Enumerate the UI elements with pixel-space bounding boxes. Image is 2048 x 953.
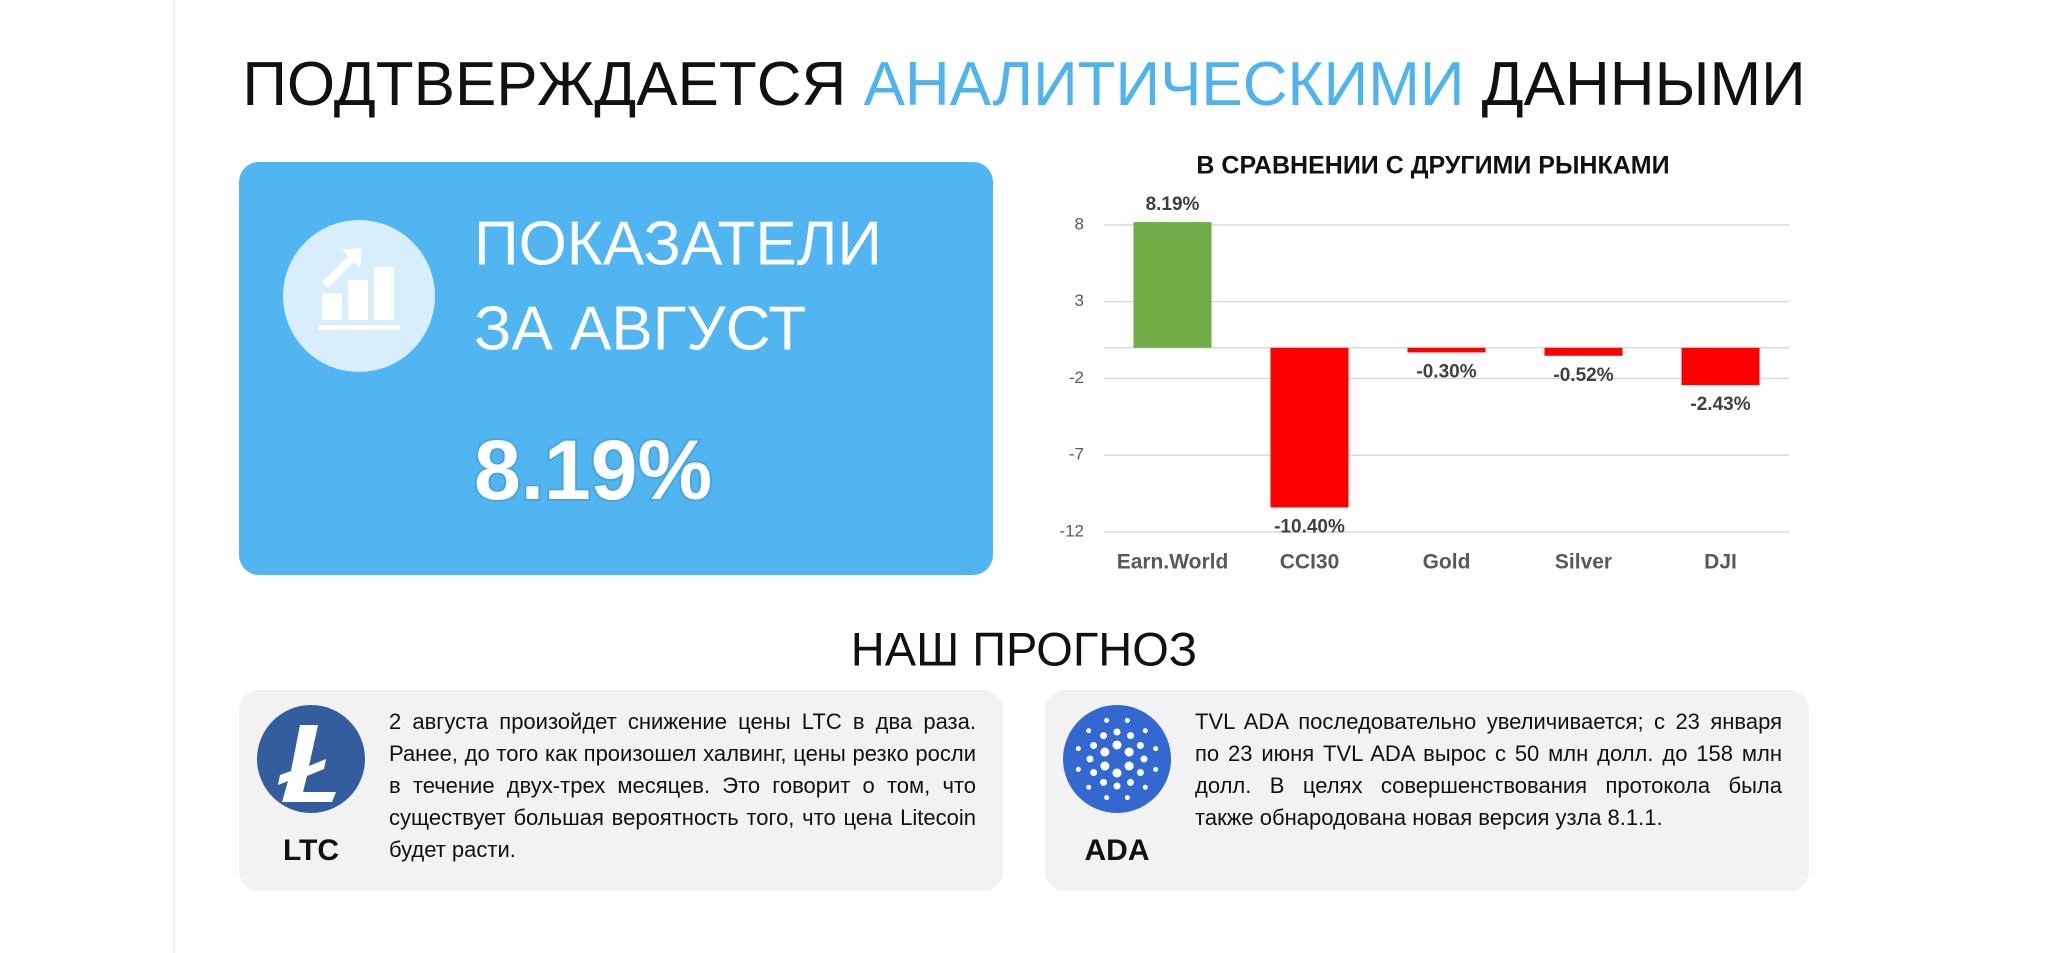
bar xyxy=(1407,347,1486,353)
ada-dot xyxy=(1100,761,1110,771)
y-tick-label: -12 xyxy=(1059,521,1084,540)
highlight-line: ЗА АВГУСТ xyxy=(474,294,806,363)
ada-logo xyxy=(1063,705,1171,813)
data-label: 8.19% xyxy=(1146,194,1200,215)
ticker: ADA xyxy=(1085,834,1150,867)
ada-dot xyxy=(1112,768,1122,778)
ada-dot xyxy=(1136,769,1144,776)
x-tick-label: CCI30 xyxy=(1280,551,1340,574)
y-tick-label: -2 xyxy=(1069,368,1084,387)
title-part: ПОДТВЕРЖДАЕТСЯ xyxy=(242,50,846,119)
x-tick-label: DJI xyxy=(1704,551,1737,574)
ada-dot xyxy=(1112,740,1122,750)
highlight-value: 8.19% xyxy=(474,423,712,517)
ticker: LTC xyxy=(283,834,339,867)
forecast-text: 2 августа произойдет снижение цены LTC в… xyxy=(389,709,976,862)
ada-dot xyxy=(1100,778,1107,786)
ada-dot xyxy=(1124,747,1134,757)
title-part: ДАННЫМИ xyxy=(1482,50,1806,119)
data-label: -0.30% xyxy=(1416,361,1476,382)
ada-dot xyxy=(1153,766,1159,772)
forecast-text: TVL ADA последовательно увеличивается; с… xyxy=(1195,709,1782,830)
bar xyxy=(1544,347,1623,356)
ada-dot xyxy=(1104,795,1110,801)
ada-dot xyxy=(1124,761,1134,771)
data-label: -0.52% xyxy=(1553,365,1613,386)
ada-dot xyxy=(1153,746,1159,752)
y-tick-label: -7 xyxy=(1069,445,1084,464)
ltc-logo xyxy=(257,705,365,813)
ada-dot xyxy=(1075,766,1081,772)
bar xyxy=(1270,347,1349,508)
ada-dot xyxy=(1100,732,1107,740)
bar xyxy=(1133,222,1212,348)
title-highlight: АНАЛИТИЧЕСКИМИ xyxy=(864,50,1465,119)
ada-dot xyxy=(1086,755,1094,763)
section-title: НАШ ПРОГНОЗ xyxy=(851,622,1197,675)
forecast-card xyxy=(239,690,1003,891)
ada-dot xyxy=(1104,717,1110,723)
forecast-card xyxy=(1045,690,1809,891)
ada-dot xyxy=(1142,784,1148,790)
bar xyxy=(1681,347,1760,386)
data-label: -10.40% xyxy=(1274,516,1345,537)
x-tick-label: Silver xyxy=(1555,551,1612,574)
bar-chart: 8 3 -2 -7 -12 Earn.World 8.19% CCI30 -10.40% Gold… xyxy=(1059,194,1789,574)
x-tick-label: Earn.World xyxy=(1117,551,1229,574)
ada-dot xyxy=(1124,717,1130,723)
x-tick-label: Gold xyxy=(1423,551,1471,574)
ada-dot xyxy=(1127,732,1134,740)
ada-dot xyxy=(1090,742,1098,749)
ada-dot xyxy=(1075,746,1081,752)
y-tick-label: 8 xyxy=(1075,214,1084,233)
chart-icon xyxy=(318,248,400,330)
ada-dot xyxy=(1142,728,1148,734)
y-tick-label: 3 xyxy=(1075,291,1084,310)
ada-dot xyxy=(1086,728,1092,734)
highlight-line: ПОКАЗАТЕЛИ xyxy=(474,209,882,278)
ada-dot xyxy=(1124,795,1130,801)
ada-dot xyxy=(1086,784,1092,790)
ada-dot xyxy=(1127,778,1134,786)
data-label: -2.43% xyxy=(1690,394,1750,415)
ada-dot xyxy=(1136,742,1144,749)
ada-dot xyxy=(1140,755,1148,763)
ltc-symbol xyxy=(278,725,336,802)
ada-symbol xyxy=(1075,717,1159,801)
ada-dot xyxy=(1090,769,1098,776)
chart-title: В СРАВНЕНИИ С ДРУГИМИ РЫНКАМИ xyxy=(1196,152,1669,180)
ada-dot xyxy=(1113,782,1121,790)
main-title: ПОДТВЕРЖДАЕТСЯ АНАЛИТИЧЕСКИМИ ДАННЫМИ xyxy=(242,50,1805,119)
ada-dot xyxy=(1100,747,1110,757)
ada-dot xyxy=(1113,728,1121,736)
